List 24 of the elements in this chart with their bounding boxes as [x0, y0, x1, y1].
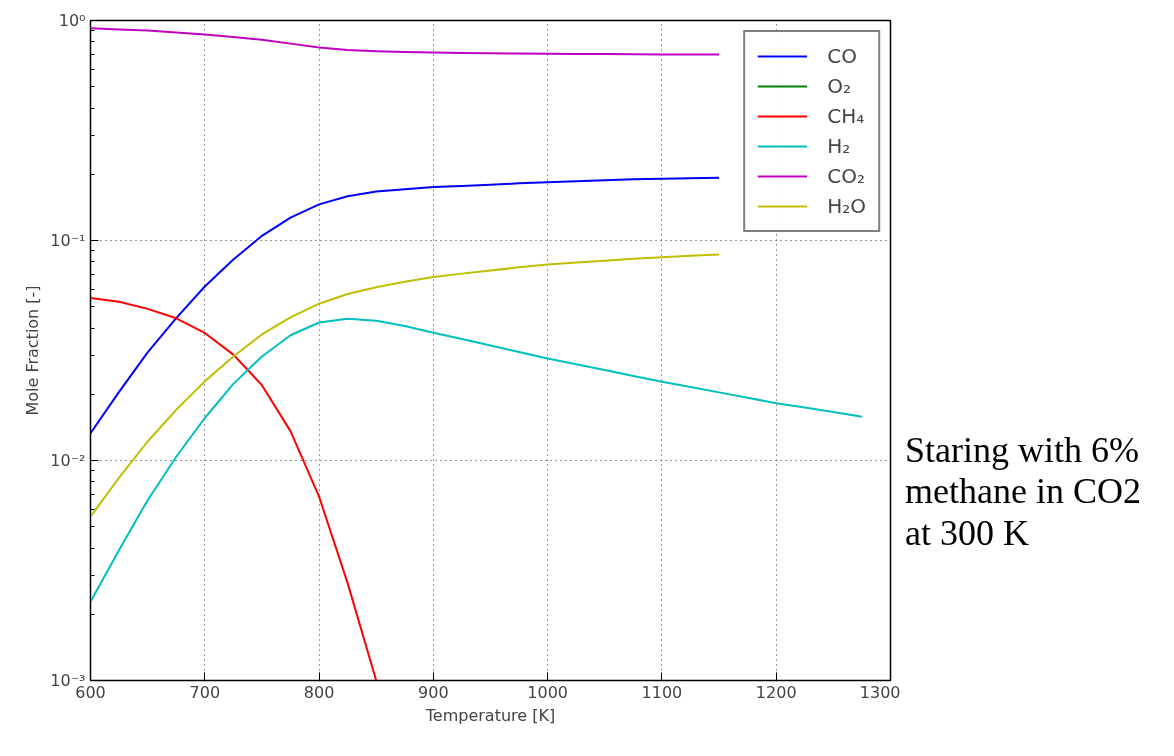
line-series: [90, 253, 721, 518]
y-tick-label: 10⁻²: [50, 451, 86, 470]
legend-label: CO₂: [827, 164, 865, 188]
line-series: [90, 317, 863, 603]
x-tick-label: 1100: [641, 682, 683, 702]
legend-label: CH₄: [827, 104, 865, 128]
line-series: [90, 176, 721, 435]
legend-label: H₂O: [827, 194, 866, 218]
y-tick-label: 10⁻¹: [50, 231, 86, 250]
y-tick-label: 10⁰: [58, 11, 86, 30]
x-tick-label: 900: [418, 682, 449, 702]
line-series: [90, 27, 721, 56]
x-tick-label: 1300: [859, 682, 901, 702]
legend-label: CO: [827, 44, 857, 68]
legend-label: H₂: [827, 134, 851, 158]
x-axis-title: Temperature [K]: [424, 705, 556, 725]
text: Staring with 6% methane in CO2 at 300 K: [905, 430, 1141, 555]
legend-label: O₂: [827, 74, 851, 98]
x-tick-label: 800: [303, 682, 335, 702]
x-tick-label: 1200: [755, 682, 797, 702]
y-axis-title: Mole Fraction [-]: [23, 285, 43, 416]
x-tick-label: 700: [189, 682, 221, 702]
line-series: [90, 296, 378, 681]
x-tick-label: 1000: [527, 682, 568, 702]
